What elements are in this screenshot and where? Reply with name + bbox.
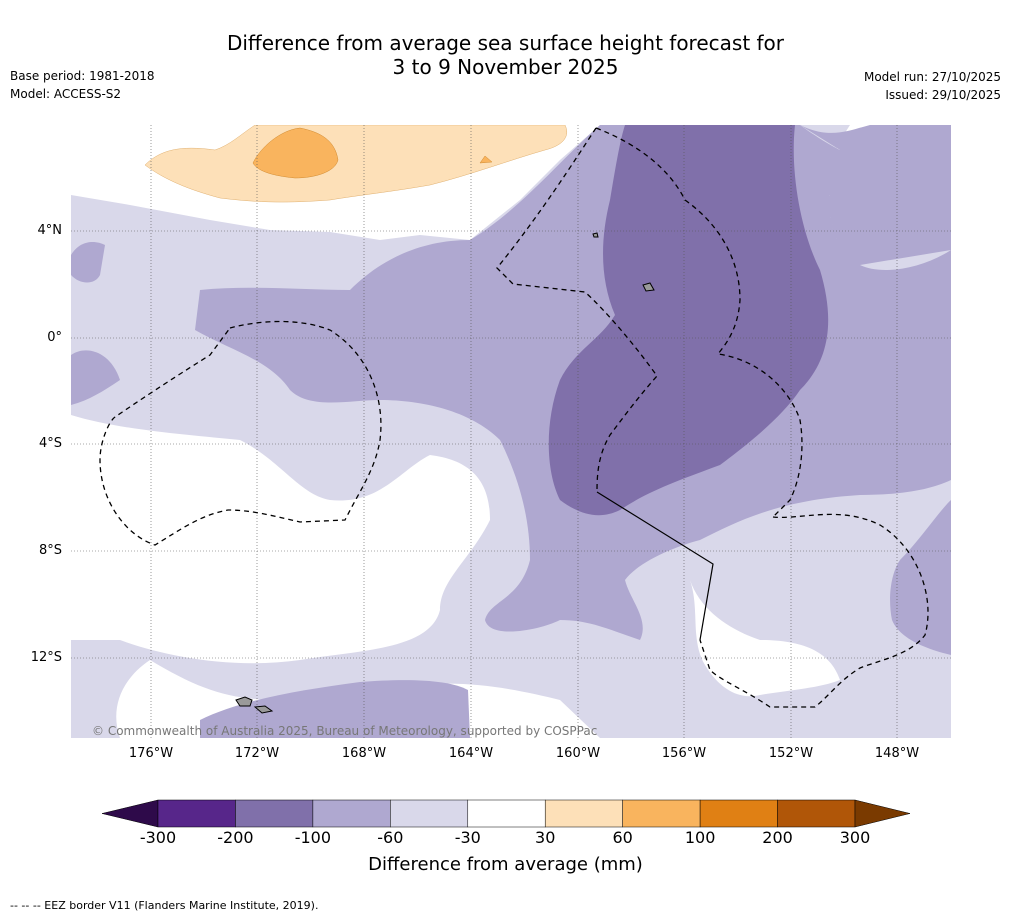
colorbar-tick-label: 30 (535, 828, 556, 847)
anomaly-region-neutral-southeast (690, 580, 840, 697)
colorbar-segment (544, 799, 623, 828)
colorbar-tick-label: 100 (684, 828, 716, 847)
colorbar-arrow-low (101, 799, 159, 828)
colorbar-arrow-high (854, 799, 911, 828)
colorbar-tick-label: -100 (294, 828, 332, 847)
map-title: Difference from average sea surface heig… (0, 31, 1011, 79)
lat-label-4n: 4°N (37, 223, 63, 238)
colorbar-segment (235, 799, 314, 828)
lon-label-156w: 156°W (661, 746, 707, 761)
eez-boundary-solid (596, 491, 714, 641)
lon-label-176w: 176°W (128, 746, 174, 761)
issued-date: Issued: 29/10/2025 (885, 88, 1001, 102)
colorbar-segment (157, 799, 236, 828)
lon-label-164w: 164°W (448, 746, 494, 761)
lat-label-0: 0° (47, 330, 62, 345)
copyright-notice: © Commonwealth of Australia 2025, Bureau… (92, 724, 598, 738)
title-line-1: Difference from average sea surface heig… (226, 31, 785, 55)
model-run: Model run: 27/10/2025 (863, 70, 1001, 84)
colorbar-segment (390, 799, 469, 828)
map-gridlines (71, 125, 951, 738)
lat-label-12s: 12°S (30, 650, 62, 665)
colorbar-tick-label: 300 (839, 828, 871, 847)
title-line-2: 3 to 9 November 2025 (392, 55, 619, 79)
colorbar-segment (699, 799, 778, 828)
lon-label-152w: 152°W (768, 746, 814, 761)
lat-label-8s: 8°S (38, 543, 62, 558)
eez-legend-note: -- -- -- EEZ border V11 (Flanders Marine… (10, 899, 319, 912)
model-name: Model: ACCESS-S2 (10, 87, 122, 101)
colorbar-tick-label: -30 (454, 828, 481, 847)
anomaly-region-neutral-southwest (71, 415, 490, 664)
anomaly-region-medium-southwest (200, 680, 470, 738)
colorbar-segment (622, 799, 701, 828)
islands (235, 232, 655, 714)
anomaly-region-strong (548, 125, 829, 516)
colorbar-segment (467, 799, 546, 828)
colorbar-segment (777, 799, 856, 828)
lon-label-172w: 172°W (234, 746, 280, 761)
anomaly-region-medium-west-1 (71, 242, 105, 283)
lat-label-4s: 4°S (38, 436, 62, 451)
colorbar-tick-label: 60 (612, 828, 633, 847)
colorbar-tick-label: -300 (139, 828, 177, 847)
colorbar-tick-label: 200 (762, 828, 793, 847)
anomaly-region-medium-west-2 (71, 350, 120, 405)
lon-label-168w: 168°W (341, 746, 387, 761)
colorbar (101, 799, 911, 828)
lon-label-160w: 160°W (555, 746, 601, 761)
base-period: Base period: 1981-2018 (10, 69, 155, 83)
colorbar-tick-label: -200 (217, 828, 254, 847)
anomaly-region-positive-light (144, 125, 568, 203)
colorbar-segment (312, 799, 391, 828)
colorbar-title: Difference from average (mm) (368, 854, 643, 875)
colorbar-tick-label: -60 (377, 828, 404, 847)
anomaly-region-positive-medium (252, 127, 339, 179)
eez-borders (99, 127, 929, 708)
anomaly-region-medium-east (890, 500, 951, 655)
anomaly-region-positive-speck (479, 155, 493, 164)
lon-label-148w: 148°W (874, 746, 920, 761)
